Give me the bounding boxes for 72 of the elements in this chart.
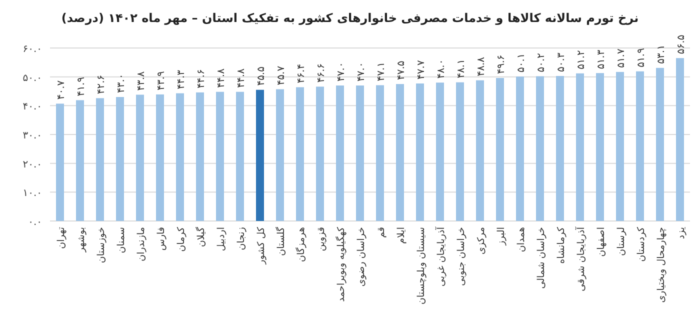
data-label: ۵۱.۳ — [596, 49, 607, 70]
x-tick-label: البرز — [496, 227, 507, 246]
x-tick-label: سیستان وبلوچستان — [416, 226, 427, 304]
data-label: ۵۰.۱ — [516, 53, 527, 73]
x-tick-label: آذربایجان غربی — [435, 226, 447, 286]
x-tick-label: گیلان — [195, 226, 207, 248]
data-label: ۴۳.۹ — [156, 71, 167, 90]
data-label: ۴۴.۸ — [216, 68, 227, 88]
data-label: ۴۶.۴ — [296, 64, 307, 84]
data-label: ۴۴.۶ — [196, 69, 207, 88]
y-tick-label: ۰.۰ — [28, 217, 42, 228]
x-tick-label: مازندران — [136, 227, 147, 262]
data-label: ۴۸.۰ — [436, 59, 447, 79]
x-tick-label: خراسان شمالی — [536, 226, 547, 289]
x-tick-label: تهران — [56, 226, 67, 249]
x-tick-label: قزوین — [316, 227, 327, 252]
x-tick-label: لرستان — [616, 227, 627, 256]
x-tick-label: کهگیلویه وبویراحمد — [335, 226, 347, 302]
data-label: ۴۲.۶ — [96, 74, 107, 94]
x-tick-label: بوشهر — [76, 227, 87, 254]
data-label: ۴۵.۷ — [276, 65, 287, 86]
data-label: ۵۶.۵ — [676, 34, 687, 54]
data-label: ۴۱.۹ — [76, 76, 87, 96]
y-tick-label: ۴۰.۰ — [22, 102, 42, 113]
data-label: ۴۷.۱ — [376, 62, 387, 82]
y-tick-label: ۶۰.۰ — [22, 44, 42, 55]
x-tick-label: یزد — [676, 226, 687, 240]
data-label: ۴۷.۰ — [336, 62, 347, 82]
title: نرخ تورم سالانه کالاها و خدمات مصرفی خانوارهای کشور به تفکیک استان – مهر ماه ۱۴۰۲ (درصد) — [61, 11, 639, 25]
data-label: ۴۴.۳ — [176, 69, 187, 90]
x-tick-label: هرمزگان — [295, 227, 307, 262]
data-label: ۴۰.۷ — [56, 80, 67, 100]
data-label: ۵۰.۳ — [556, 52, 567, 72]
data-label: ۴۷.۵ — [396, 60, 407, 80]
x-tick-label: اردبیل — [216, 227, 227, 252]
data-label: ۵۱.۹ — [636, 48, 647, 68]
data-label: ۵۰.۲ — [536, 52, 547, 72]
x-tick-label: کرمانشاه — [556, 226, 567, 264]
x-tick-label: اصفهان — [596, 227, 607, 257]
data-label: ۵۱.۲ — [576, 50, 587, 70]
data-label: ۴۷.۷ — [416, 60, 427, 80]
x-tick-label: کل کشور — [256, 226, 267, 266]
data-label: ۵۳.۱ — [656, 44, 667, 64]
x-tick-label: مرکزی — [476, 227, 487, 255]
x-tick-label: همدان — [516, 227, 527, 252]
y-tick-label: ۲۰.۰ — [22, 159, 42, 170]
y-tick-label: ۱۰.۰ — [22, 188, 42, 200]
x-tick-label: ایلام — [396, 227, 407, 244]
data-label: ۴۳.۰ — [116, 74, 127, 94]
data-label: ۴۳.۸ — [136, 70, 147, 91]
data-label: ۴۶.۶ — [316, 63, 327, 83]
x-tick-label: خراسان رضوی — [356, 226, 367, 287]
y-tick-label: ۳۰.۰ — [22, 130, 42, 142]
x-tick-label: آذربایجان شرقی — [575, 226, 587, 292]
x-tick-label: کرمان — [176, 226, 187, 252]
y-tick-label: ۵۰.۰ — [22, 72, 42, 84]
x-tick-label: خراسان جنوبی — [456, 226, 467, 286]
data-label: ۴۷.۰ — [356, 62, 367, 82]
x-tick-label: فارس — [156, 227, 167, 251]
data-label: ۴۸.۸ — [476, 56, 487, 76]
x-tick-label: قم — [376, 227, 387, 238]
x-tick-label: زنجان — [236, 226, 247, 250]
data-label: ۴۵.۵ — [256, 66, 267, 86]
data-label: ۴۸.۱ — [456, 59, 467, 78]
x-tick-label: سمنان — [116, 226, 127, 254]
data-label: ۴۴.۸ — [236, 68, 247, 88]
data-label: ۴۹.۶ — [496, 54, 507, 74]
x-tick-label: گلستان — [275, 226, 287, 256]
x-tick-label: چهارمحال وبختیاری — [656, 226, 667, 303]
x-tick-label: خوزستان — [96, 226, 107, 264]
data-label: ۵۱.۷ — [616, 48, 627, 68]
x-tick-label: کردستان — [636, 226, 647, 262]
